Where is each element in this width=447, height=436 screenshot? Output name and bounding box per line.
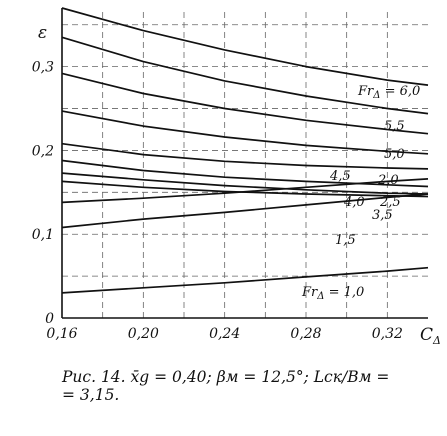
y-tick-label: 0,2 bbox=[32, 143, 54, 159]
y-tick-label: 0 bbox=[45, 311, 54, 327]
series-line bbox=[61, 178, 429, 204]
series-line bbox=[61, 142, 429, 170]
x-tick-label: 0,16 bbox=[46, 326, 77, 342]
series-label: 1,5 bbox=[335, 233, 356, 248]
series-label: 4,5 bbox=[329, 169, 351, 184]
axes bbox=[61, 8, 428, 319]
series-line bbox=[61, 172, 429, 195]
ticks: 0,16 0,20 0,24 0,28 0,32 0 0,1 0,2 0,3 ε CΔ bbox=[32, 23, 441, 347]
series-label: 2,0 bbox=[377, 173, 399, 188]
series-line bbox=[61, 266, 429, 294]
x-tick-label: 0,20 bbox=[128, 326, 159, 342]
series-label: FrΔ = 6,0 bbox=[357, 84, 420, 101]
chart: 0,16 0,20 0,24 0,28 0,32 0 0,1 0,2 0,3 ε CΔ FrΔ = … bbox=[32, 7, 441, 347]
y-tick-label: 0,3 bbox=[32, 60, 54, 76]
series-label: 5,5 bbox=[384, 119, 405, 134]
series-line bbox=[61, 72, 429, 135]
x-axis-label: CΔ bbox=[420, 325, 441, 347]
curves bbox=[61, 7, 429, 294]
series-label: 4,0 bbox=[343, 195, 365, 210]
series-label: FrΔ = 1,0 bbox=[301, 285, 364, 302]
y-axis-label: ε bbox=[38, 23, 47, 43]
series-line bbox=[61, 193, 429, 229]
series-line bbox=[61, 7, 429, 86]
y-tick-label: 0,1 bbox=[32, 227, 54, 243]
series-line bbox=[61, 110, 429, 155]
figure-caption: Рис. 14. x̄g = 0,40; βм = 12,5°; Lск/Bм … bbox=[62, 368, 437, 404]
series-line bbox=[61, 36, 429, 115]
x-tick-label: 0,24 bbox=[209, 326, 240, 342]
caption-line-2: = 3,15. bbox=[62, 386, 120, 404]
series-label: 5,0 bbox=[384, 147, 405, 162]
series-label: 2,5 bbox=[379, 195, 401, 210]
series-label: 3,5 bbox=[372, 208, 393, 223]
x-tick-label: 0,28 bbox=[290, 326, 321, 342]
series-line bbox=[61, 180, 429, 198]
caption-line-1: Рис. 14. x̄g = 0,40; βм = 12,5°; Lск/Bм … bbox=[62, 368, 390, 386]
x-tick-label: 0,32 bbox=[372, 326, 403, 342]
series-line bbox=[61, 159, 429, 188]
curve-labels: FrΔ = 6,0 5,5 5,0 4,5 2,0 4,0 2,53,5 1,5 FrΔ = 1… bbox=[301, 84, 420, 302]
